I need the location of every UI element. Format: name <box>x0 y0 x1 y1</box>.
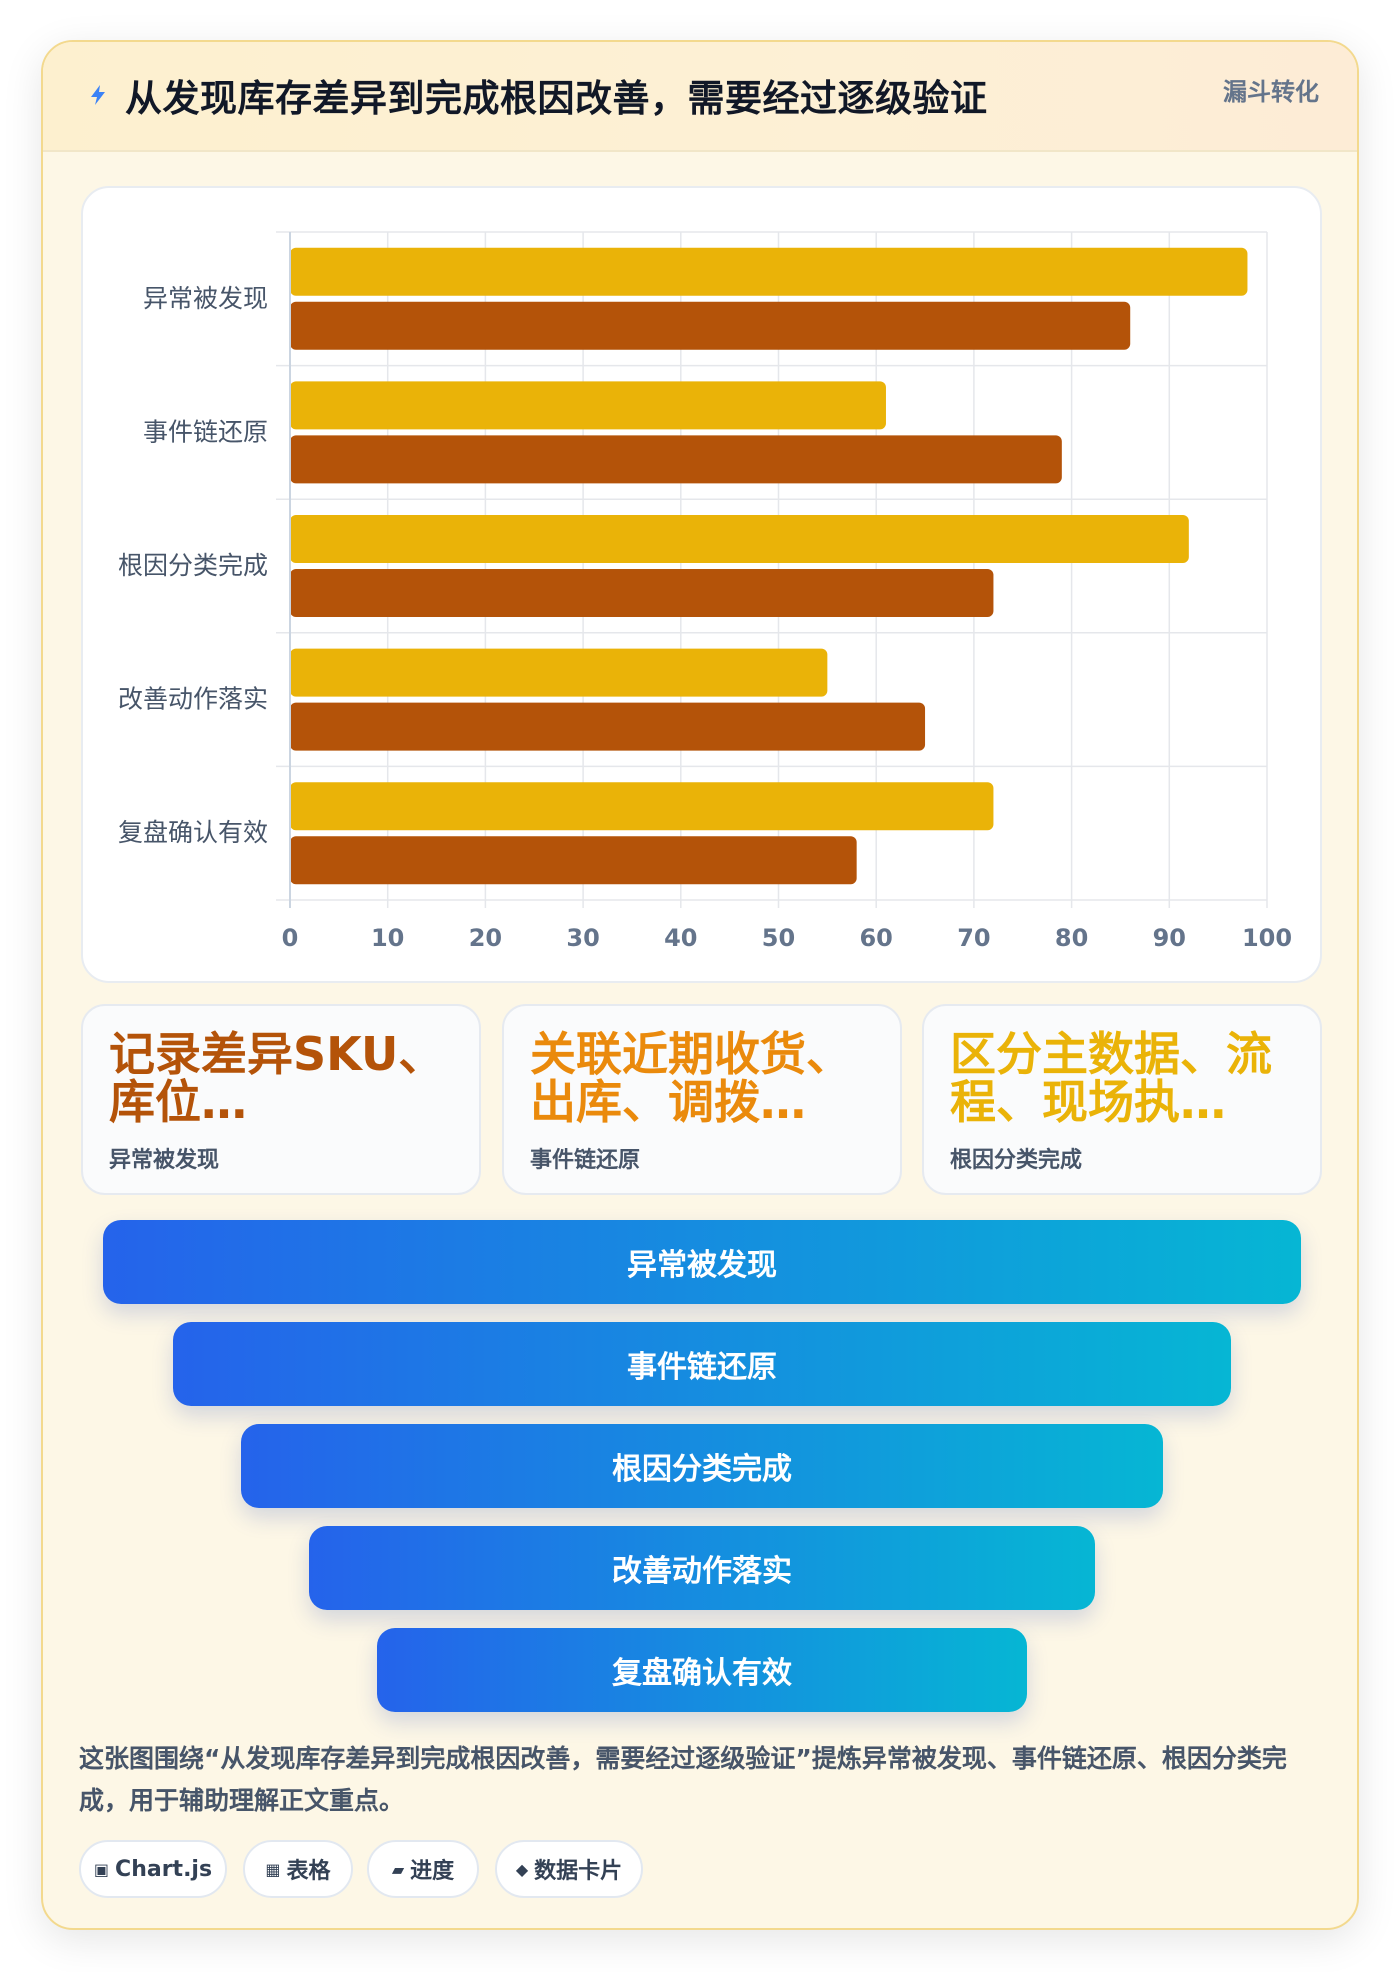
tag-data-card[interactable]: ◆ 数据卡片 <box>495 1840 643 1898</box>
tag-label: 表格 <box>286 1859 331 1884</box>
data-card-label: 事件链还原 <box>530 1148 641 1173</box>
y-category-label: 改善动作落实 <box>118 685 268 714</box>
funnel-stage-1: 异常被发现 <box>103 1220 1301 1304</box>
data-card-2: 关联近期收货、出库、调拨… 事件链还原 <box>502 1004 902 1195</box>
lightning-icon <box>91 85 105 105</box>
x-tick-label: 90 <box>1153 924 1186 952</box>
tag-table[interactable]: ▦ 表格 <box>243 1840 353 1898</box>
page-title: 从发现库存差异到完成根因改善，需要经过逐级验证 <box>125 77 988 120</box>
bar-series-1 <box>290 782 994 831</box>
tag-label: 进度 <box>410 1859 455 1884</box>
y-category-label: 事件链还原 <box>143 417 268 446</box>
x-tick-label: 70 <box>957 924 990 952</box>
data-card-1: 记录差异SKU、库位… 异常被发现 <box>81 1004 481 1195</box>
y-category-label: 根因分类完成 <box>118 551 268 580</box>
bar-chart-panel: 0 10 20 30 40 50 60 70 80 90 100 异常被发现事件链还原根因分类完成 改善… <box>81 186 1322 983</box>
tag-chartjs[interactable]: ▣ Chart.js <box>79 1840 227 1898</box>
tag-progress[interactable]: ▰ 进度 <box>367 1840 479 1898</box>
data-card-label: 根因分类完成 <box>950 1148 1083 1173</box>
funnel-stage-5: 复盘确认有效 <box>377 1628 1027 1712</box>
x-tick-label: 30 <box>566 924 599 952</box>
bar-series-1 <box>290 515 1189 563</box>
chart-icon: ▣ <box>93 1859 110 1879</box>
bar-series-1 <box>290 648 828 697</box>
bar-chart: 0 10 20 30 40 50 60 70 80 90 100 异常被发现事件链还原根因分类完成改善… <box>118 231 1292 952</box>
data-card-value: 记录差异SKU、库位… <box>109 1030 445 1126</box>
x-tick-label: 10 <box>371 924 404 952</box>
data-card-value: 区分主数据、流程、现场执… <box>950 1030 1272 1126</box>
funnel-stage-3: 根因分类完成 <box>241 1424 1163 1508</box>
bar-series-1 <box>290 381 886 430</box>
data-card-icon: ◆ <box>515 1859 529 1879</box>
x-tick-label: 80 <box>1055 924 1088 952</box>
x-tick-label: 20 <box>469 924 502 952</box>
data-card-value: 关联近期收货、出库、调拨… <box>530 1030 852 1126</box>
summary-text: 这张图围绕“从发现库存差异到完成根因改善，需要经过逐级验证”提炼异常被发现、事件… <box>79 1744 1287 1815</box>
data-card-3: 区分主数据、流程、现场执… 根因分类完成 <box>922 1004 1322 1195</box>
category-tag: 漏斗转化 <box>1223 78 1319 106</box>
x-tick-label: 60 <box>859 924 892 952</box>
bar-series-2 <box>290 301 1131 350</box>
infographic-card: 从发现库存差异到完成根因改善，需要经过逐级验证 漏斗转化 0 10 20 30 40 50… <box>41 40 1359 1930</box>
funnel-stage-2: 事件链还原 <box>173 1322 1231 1406</box>
card-header: 从发现库存差异到完成根因改善，需要经过逐级验证 漏斗转化 <box>43 42 1357 152</box>
bar-series-2 <box>290 435 1062 484</box>
x-tick-label: 40 <box>664 924 697 952</box>
progress-icon: ▰ <box>391 1859 405 1879</box>
bar-series-2 <box>290 569 994 617</box>
funnel-stage-4: 改善动作落实 <box>309 1526 1095 1610</box>
y-category-label: 异常被发现 <box>143 284 268 313</box>
x-tick-label: 0 <box>282 924 299 952</box>
tag-label: 数据卡片 <box>534 1859 623 1884</box>
bar-series-1 <box>290 247 1248 296</box>
table-icon: ▦ <box>265 1859 281 1879</box>
tag-label: Chart.js <box>115 1856 213 1882</box>
data-card-label: 异常被发现 <box>109 1148 220 1173</box>
bar-series-2 <box>290 702 926 751</box>
x-tick-label: 50 <box>762 924 795 952</box>
x-tick-label: 100 <box>1242 924 1292 952</box>
bar-series-2 <box>290 836 857 885</box>
y-category-label: 复盘确认有效 <box>118 818 268 847</box>
